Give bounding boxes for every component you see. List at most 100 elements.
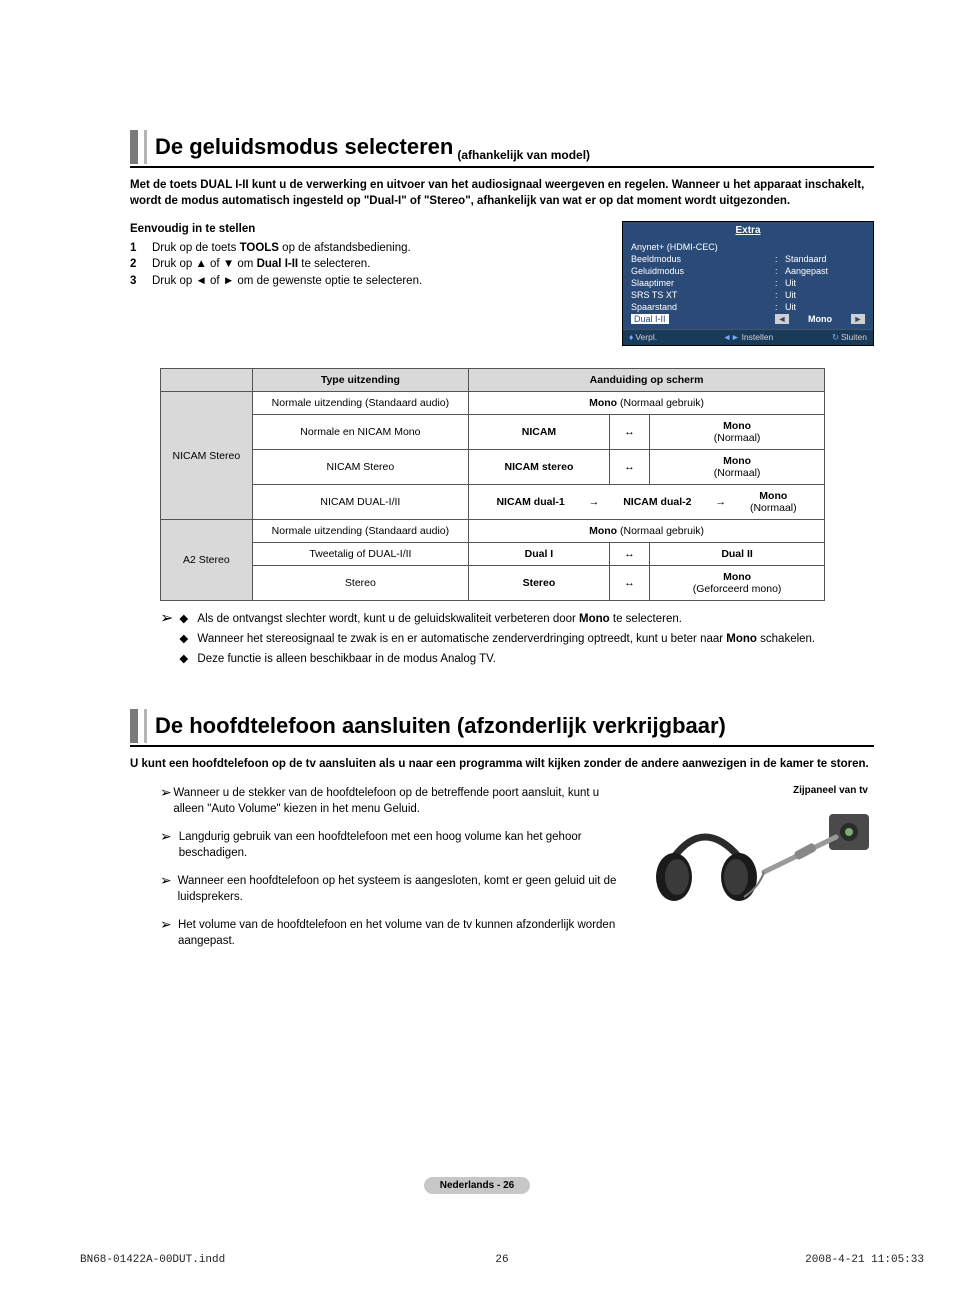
cell: Tweetalig of DUAL-I/II [252,543,468,566]
osd-label: Slaaptimer [631,278,775,288]
table-row: Tweetalig of DUAL-I/II Dual I Dual II [161,543,825,566]
b: Mono [723,420,751,432]
osd-hl-value: Mono [789,314,851,324]
section2-intro: U kunt een hoofdtelefoon op de tv aanslu… [130,757,874,773]
th-ind: Aanduiding op scherm [469,369,825,392]
cell: NICAM DUAL-I/II [252,485,468,520]
b: NICAM dual-1 [496,496,564,508]
arrow-both-icon [624,426,635,438]
note-line: ➢Wanneer een hoofdtelefoon op het systee… [160,873,624,905]
osd-row: Anynet+ (HDMI-CEC) [631,241,865,253]
note-line: ◆Wanneer het stereosignaal te zwak is en… [179,631,874,647]
th-type: Type uitzending [252,369,468,392]
cell: Dual II [650,543,825,566]
note-text: Wanneer het stereosignaal te zwak is en … [197,631,815,647]
audio-mode-table: Type uitzending Aanduiding op scherm NIC… [160,368,825,601]
diamond-icon: ◆ [179,651,197,667]
note-marker-icon: ➢ [160,829,179,861]
table-row: NICAM Stereo NICAM stereo Mono(Normaal) [161,450,825,485]
table-row: Normale en NICAM Mono NICAM Mono(Normaal… [161,415,825,450]
step-1: 1 Druk op de toets TOOLS op de afstandsb… [130,240,604,257]
section1-subtitle: (afhankelijk van model) [457,148,590,164]
row-group: A2 Stereo [161,520,253,601]
steps: Eenvoudig in te stellen 1 Druk op de toe… [130,221,604,346]
osd-value: Uit [785,302,865,312]
heading-bar-inner [144,130,147,164]
page-badge: Nederlands - 26 [424,1177,530,1194]
osd-footer-adjust: ◄►Instellen [708,332,787,343]
osd-label: SRS TS XT [631,290,775,300]
step-2: 2 Druk op ▲ of ▼ om Dual I-II te selecte… [130,256,604,273]
cell-arrow [609,543,649,566]
note-marker-icon: ➢ [160,611,173,671]
step-3: 3 Druk op ◄ of ► om de gewenste optie te… [130,273,604,290]
section2: De hoofdtelefoon aansluiten (afzonderlij… [130,709,874,961]
note-text: Wanneer een hoofdtelefoon op het systeem… [178,873,624,905]
osd-value: Uit [785,290,865,300]
osd-row: SRS TS XT:Uit [631,289,865,301]
cell: Mono(Geforceerd mono) [650,566,825,601]
note-text: Als de ontvangst slechter wordt, kunt u … [197,611,682,627]
meta-page: 26 [361,1254,642,1266]
leftright-icon: ◄► [723,332,740,342]
cell: NICAM Stereo [252,450,468,485]
osd-label: Spaarstand [631,302,775,312]
b: Mono [723,455,751,467]
osd-label: Anynet+ (HDMI-CEC) [631,242,865,252]
cell: Stereo [469,566,610,601]
step-text: Druk op de toets TOOLS op de afstandsbed… [152,240,411,257]
t: Instellen [742,332,774,342]
b: NICAM stereo [505,461,574,473]
steps-row: Eenvoudig in te stellen 1 Druk op de toe… [130,221,874,346]
sub: (Normaal) [656,467,818,479]
t: Druk op ▲ of ▼ om [152,258,257,270]
table-row: NICAM DUAL-I/II NICAM dual-1 NICAM dual-… [161,485,825,520]
b: Dual I-II [257,258,299,270]
osd-panel: Extra Anynet+ (HDMI-CEC) Beeldmodus:Stan… [622,221,874,346]
section1-intro: Met de toets DUAL I-II kunt u de verwerk… [130,178,874,209]
cell: NICAM dual-1 NICAM dual-2 Mono(Normaal) [469,485,825,520]
step-num: 2 [130,256,152,273]
arrow-left-icon[interactable]: ◄ [775,314,789,324]
section1-title: De geluidsmodus selecteren [155,130,453,164]
b: Dual II [721,548,753,560]
arrow-both-icon [624,461,635,473]
page: De geluidsmodus selecteren (afhankelijk … [0,0,954,1002]
note-marker-icon: ➢ [160,785,173,817]
osd-footer: ♦Verpl. ◄►Instellen ↻Sluiten [623,329,873,345]
osd-footer-exit: ↻Sluiten [788,332,867,343]
note-marker-icon: ➢ [160,873,178,905]
cell: Stereo [252,566,468,601]
cell: NICAM [469,415,610,450]
t: op de afstandsbediening. [279,242,411,254]
note-line: ◆Als de ontvangst slechter wordt, kunt u… [179,611,874,627]
osd-label: Beeldmodus [631,254,775,264]
b: Mono [589,525,617,537]
osd-label: Dual I-II [631,314,775,324]
cell: Mono(Normaal) [650,415,825,450]
headphone-row: ➢Wanneer u de stekker van de hoofdtelefo… [130,785,874,962]
sub: (Normaal) [750,502,797,514]
c: : [775,290,785,300]
sub: (Geforceerd mono) [656,583,818,595]
table-head-row: Type uitzending Aanduiding op scherm [161,369,825,392]
note-line: ➢Langdurig gebruik van een hoofdtelefoon… [160,829,624,861]
headphone-illustration: Zijpaneel van tv [644,785,874,962]
return-icon: ↻ [832,332,839,342]
c: : [775,254,785,264]
step-num: 3 [130,273,152,290]
section2-heading: De hoofdtelefoon aansluiten (afzonderlij… [130,709,874,747]
osd-label: Geluidmodus [631,266,775,276]
node: NICAM dual-1 [496,496,564,508]
arrow-right-icon [715,496,726,508]
osd-row: Spaarstand:Uit [631,301,865,313]
flow: NICAM dual-1 NICAM dual-2 Mono(Normaal) [475,490,818,514]
osd-value: Standaard [785,254,865,264]
arrow-both-icon [624,577,635,589]
arrow-both-icon [624,548,635,560]
arrow-right-icon[interactable]: ► [851,314,865,324]
cell: Normale uitzending (Standaard audio) [252,520,468,543]
b: Mono [759,490,787,502]
cell: Normale uitzending (Standaard audio) [252,392,468,415]
c: : [775,266,785,276]
